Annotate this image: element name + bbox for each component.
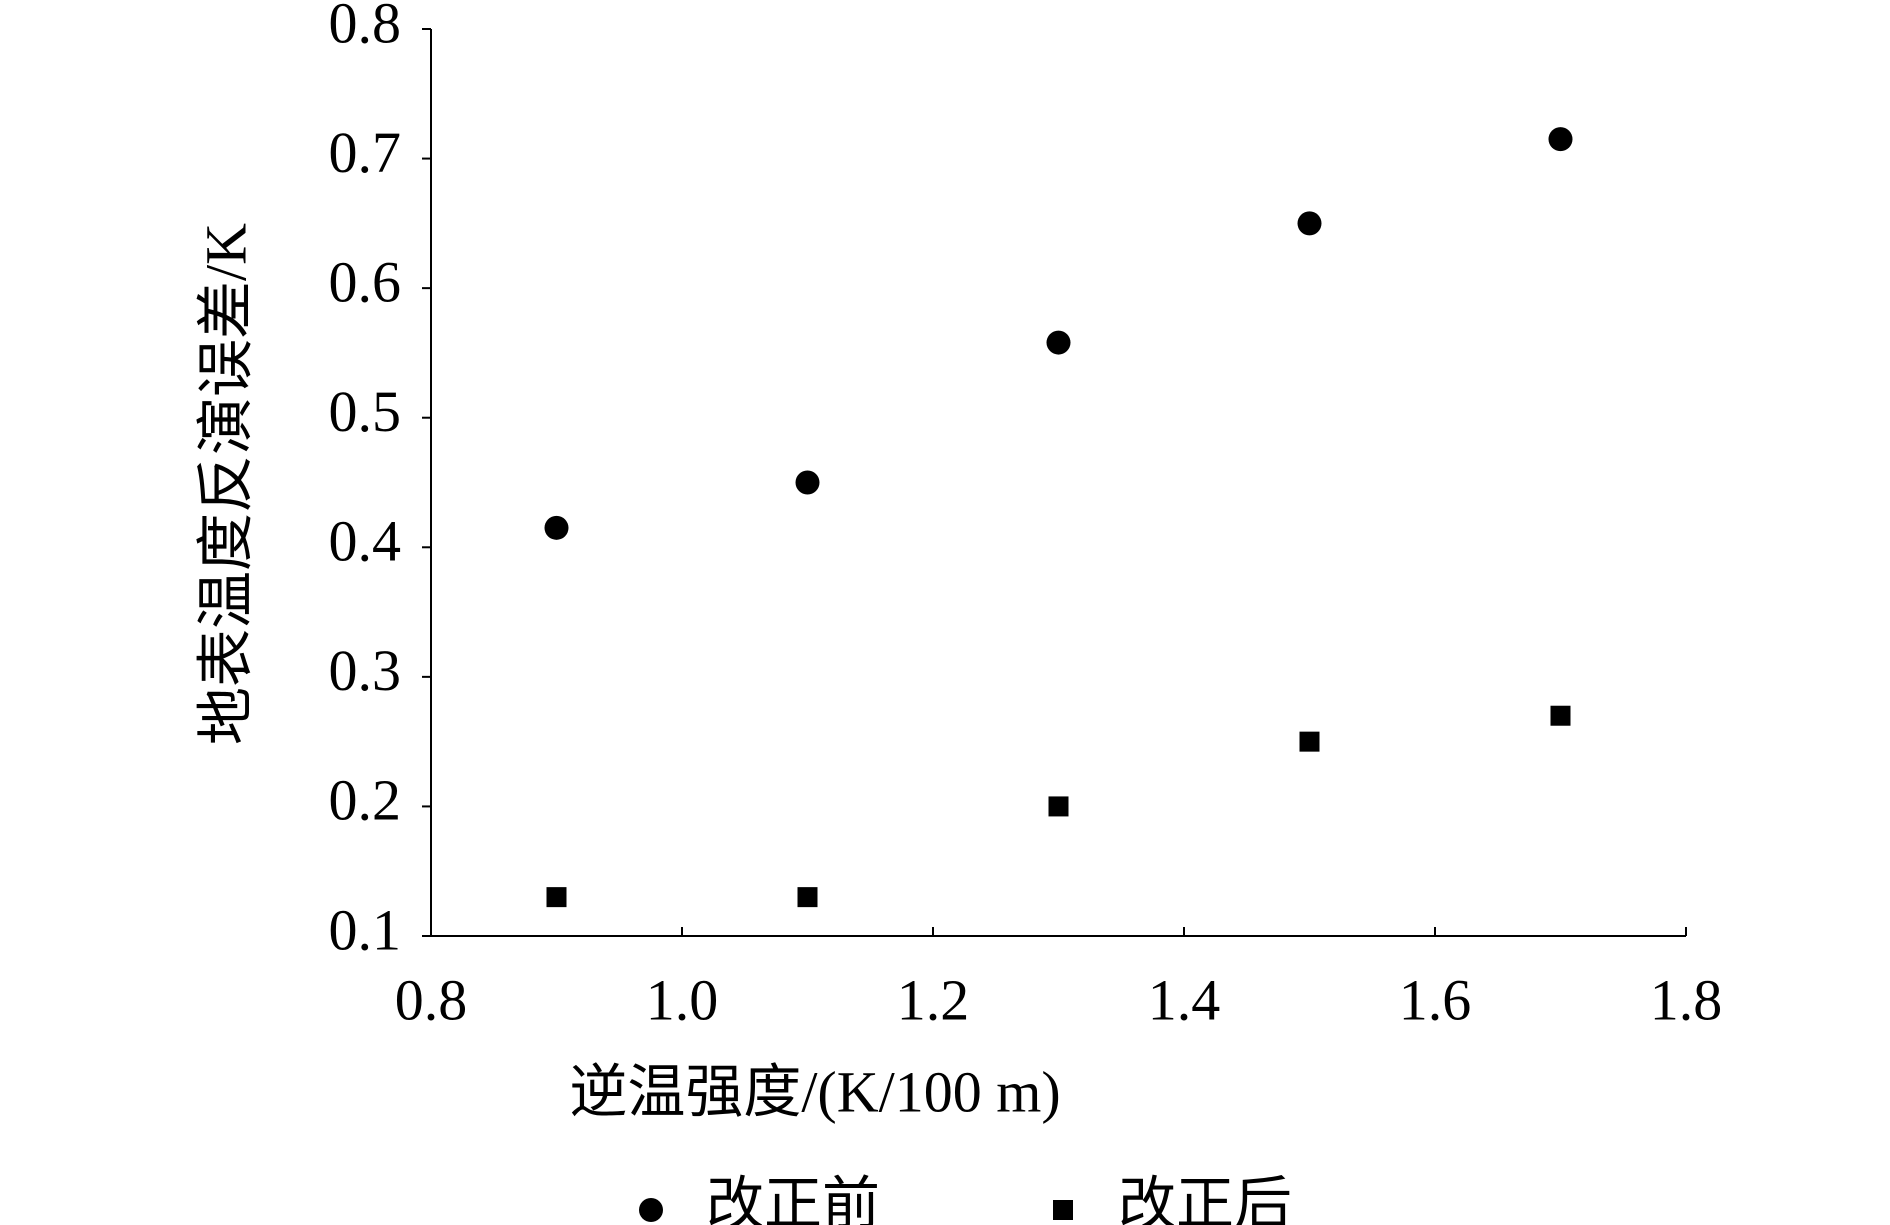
point <box>1048 796 1069 817</box>
x-tick-label: 1.6 <box>1399 967 1472 1032</box>
x-axis-label: 逆温强度/(K/100 m) <box>569 1059 1060 1124</box>
x-tick-label: 1.8 <box>1650 967 1723 1032</box>
x-tick-label: 0.8 <box>395 967 468 1032</box>
point <box>797 887 818 908</box>
y-tick-label: 0.3 <box>329 638 402 703</box>
point <box>546 887 567 908</box>
y-tick-label: 0.2 <box>329 768 402 833</box>
y-axis-label: 地表温度反演误差/K <box>193 223 258 745</box>
y-tick-label: 0.4 <box>329 509 402 574</box>
point <box>1550 705 1571 726</box>
point <box>1046 330 1071 355</box>
legend-label: 改正后 <box>1118 1171 1292 1225</box>
point <box>795 470 820 495</box>
legend-marker <box>639 1198 663 1222</box>
point <box>1297 211 1322 236</box>
y-tick-label: 0.5 <box>329 379 402 444</box>
x-tick-label: 1.4 <box>1148 967 1221 1032</box>
x-tick-label: 1.0 <box>646 967 719 1032</box>
y-tick-label: 0.8 <box>329 0 402 55</box>
y-tick-label: 0.7 <box>329 120 402 185</box>
point <box>1299 731 1320 752</box>
y-tick-label: 0.1 <box>329 897 402 962</box>
y-tick-label: 0.6 <box>329 249 402 314</box>
point <box>1548 127 1573 152</box>
legend-label: 改正前 <box>706 1171 880 1225</box>
legend-marker <box>1053 1200 1073 1220</box>
x-tick-label: 1.2 <box>897 967 970 1032</box>
point <box>544 515 569 540</box>
